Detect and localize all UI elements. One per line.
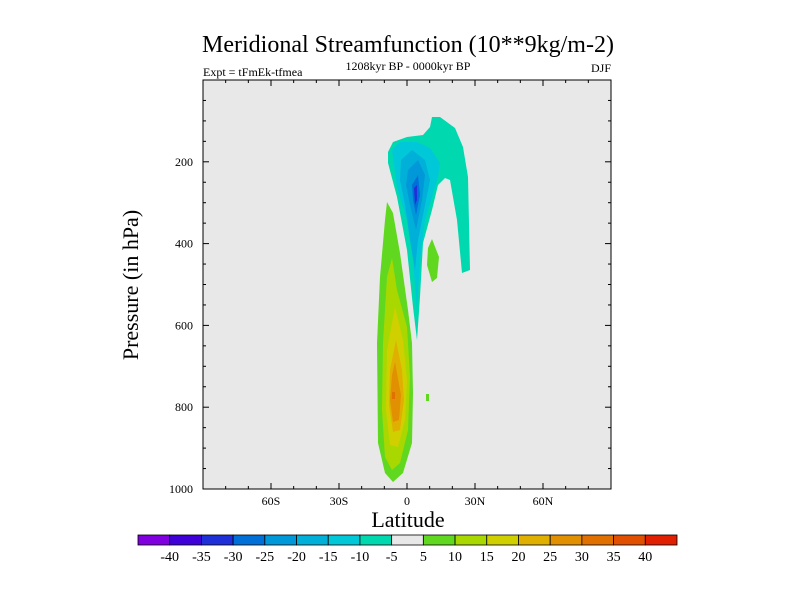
y-tick-label: 1000 — [169, 482, 193, 496]
x-tick-label: 30N — [465, 494, 486, 508]
colorbar-label: 30 — [575, 550, 589, 565]
colorbar-swatch — [137, 534, 171, 546]
experiment-label: Expt = tFmEk-tfmea — [203, 65, 303, 79]
colorbar-swatch — [422, 534, 456, 546]
colorbar: -40 -35 -30 -25 -20 -15 -10 -5 5 10 15 20 25 30 35 40 — [137, 534, 678, 565]
contour-region — [426, 394, 429, 401]
colorbar-label: 35 — [607, 550, 621, 565]
colorbar-label: -25 — [255, 550, 274, 565]
colorbar-label: -40 — [160, 550, 179, 565]
colorbar-swatch — [201, 534, 234, 546]
colorbar-label: -20 — [287, 550, 306, 565]
colorbar-swatch — [169, 534, 202, 546]
y-tick-label: 800 — [175, 400, 193, 414]
colorbar-swatch — [549, 534, 583, 546]
colorbar-swatch — [232, 534, 266, 546]
x-tick-label: 30S — [330, 494, 349, 508]
colorbar-label: 25 — [543, 550, 557, 565]
x-tick-label: 60S — [262, 494, 281, 508]
colorbar-swatch — [327, 534, 361, 546]
contour-region — [392, 392, 395, 399]
colorbar-swatch — [454, 534, 488, 546]
period-label: 1208kyr BP - 0000kyr BP — [346, 59, 471, 73]
y-tick-label: 600 — [175, 318, 193, 332]
colorbar-label: -15 — [319, 550, 338, 565]
axis-ticks: 60S 30S 0 30N 60N 200 400 600 800 1000 — [169, 80, 611, 508]
x-axis-label: Latitude — [371, 507, 444, 532]
colorbar-label: 20 — [511, 550, 525, 565]
colorbar-label: -30 — [224, 550, 243, 565]
colorbar-label: -10 — [351, 550, 370, 565]
colorbar-swatch — [644, 534, 678, 546]
x-tick-label: 60N — [533, 494, 554, 508]
contour-region — [427, 239, 439, 282]
contour-fills — [377, 117, 470, 482]
colorbar-swatch — [581, 534, 614, 546]
y-axis-label: Pressure (in hPa) — [118, 210, 143, 360]
y-tick-label: 400 — [175, 237, 193, 251]
colorbar-swatch — [486, 534, 519, 546]
colorbar-swatch — [613, 534, 646, 546]
colorbar-label: -35 — [192, 550, 211, 565]
y-tick-label: 200 — [175, 155, 193, 169]
contour-region — [390, 362, 401, 422]
chart-title: Meridional Streamfunction (10**9kg/m-2) — [202, 32, 614, 58]
colorbar-label: 40 — [638, 550, 652, 565]
colorbar-swatch — [359, 534, 393, 546]
colorbar-label: 5 — [420, 550, 427, 565]
colorbar-swatch — [391, 534, 424, 546]
colorbar-label: 15 — [480, 550, 494, 565]
colorbar-label: -5 — [386, 550, 398, 565]
contour-region — [414, 185, 417, 205]
colorbar-swatch — [296, 534, 329, 546]
x-tick-label: 0 — [404, 494, 410, 508]
season-label: DJF — [591, 61, 611, 75]
colorbar-swatch — [518, 534, 551, 546]
colorbar-label: 10 — [448, 550, 462, 565]
colorbar-swatch — [264, 534, 297, 546]
